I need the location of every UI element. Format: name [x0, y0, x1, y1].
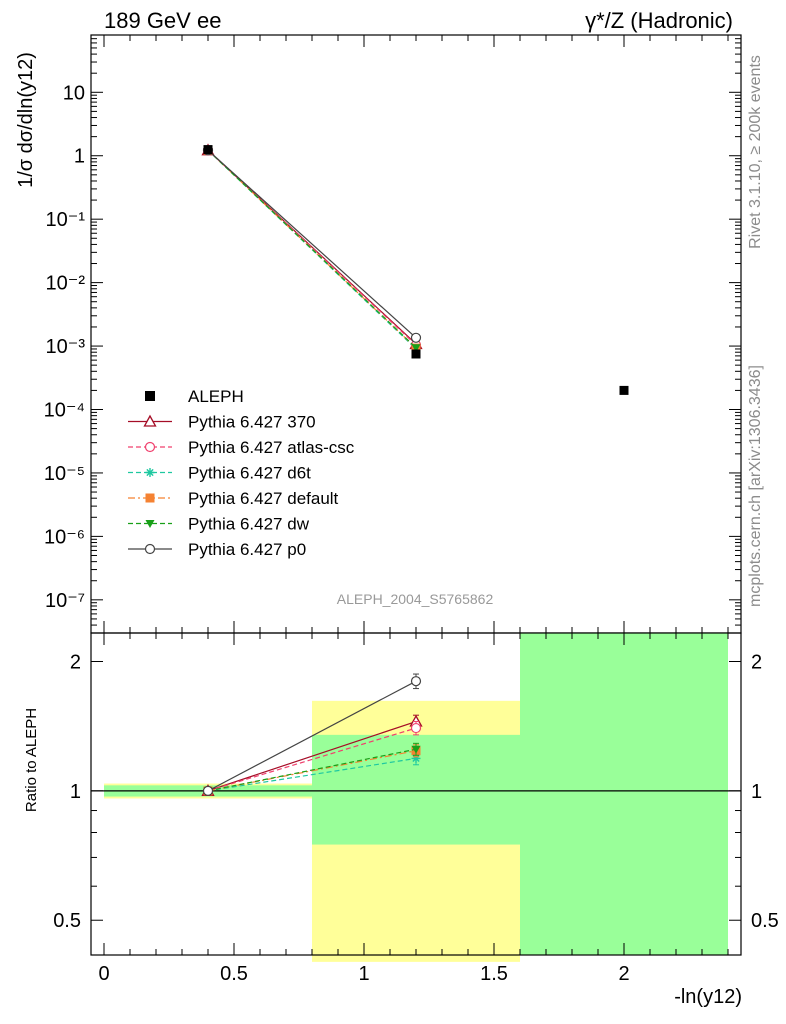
- main-plot-panel: 10⁻⁷ 10⁻⁶ 10⁻⁵ 10⁻⁴ 10⁻³ 10⁻² 10⁻¹ 1 10 1/σ dσ/d…: [15, 34, 742, 634]
- legend-marker-pythia-6-427-atlas-csc: [144, 441, 156, 453]
- legend-marker-pythia-6-427-370: [143, 414, 157, 427]
- ratio-point-pythia-6-427-dw: [411, 745, 421, 754]
- series-point-pythia-6-427-p0: [410, 332, 422, 343]
- main-y-tick-label: 10⁻⁴: [44, 400, 85, 422]
- ratio-line-pythia-6-427-dw: [207, 748, 417, 792]
- legend-marker-pythia-6-427-default: [145, 493, 155, 503]
- data-point-aleph: [203, 145, 213, 155]
- legend-label-pythia-6-427-dw: Pythia 6.427 dw: [188, 515, 310, 534]
- legend-label-aleph: ALEPH: [188, 387, 244, 406]
- x-tick-label: 2: [618, 963, 629, 985]
- ratio-y-tick-label-left: 0.5: [53, 910, 81, 932]
- ratio-y-tick-label-left: 2: [70, 652, 81, 674]
- data-point-aleph: [619, 385, 629, 395]
- main-y-tick-label: 10⁻⁵: [44, 463, 85, 485]
- legend-label-pythia-6-427-p0: Pythia 6.427 p0: [188, 540, 306, 559]
- ratio-line-pythia-6-427-d6t: [207, 757, 417, 792]
- uncertainty-band-green: [520, 633, 728, 955]
- data-point-aleph: [411, 349, 421, 359]
- legend-label-pythia-6-427-default: Pythia 6.427 default: [188, 489, 339, 508]
- legend-marker-pythia-6-427-dw: [145, 520, 155, 528]
- ratio-y-tick-label-right: 1: [751, 781, 762, 803]
- legend: ALEPH Pythia 6.427 370 Pythia 6.427 atlas-…: [128, 387, 355, 559]
- ratio-y-axis-label: Ratio to ALEPH: [23, 708, 40, 812]
- main-y-tick-label: 10⁻²: [46, 273, 86, 295]
- x-tick-label: 1: [358, 963, 369, 985]
- x-axis-label: -ln(y12): [674, 986, 742, 1008]
- ratio-y-tick-label-left: 1: [70, 781, 81, 803]
- legend-marker-aleph: [145, 391, 155, 401]
- header-left-label: 189 GeV ee: [104, 8, 221, 33]
- legend-marker-pythia-6-427-p0: [144, 543, 156, 555]
- x-tick-label: 0: [98, 963, 109, 985]
- series-point-pythia-6-427-dw: [411, 344, 421, 353]
- ratio-y-tick-label-right: 0.5: [751, 910, 779, 932]
- rivet-side-label: Rivet 3.1.10, ≥ 200k events: [747, 55, 764, 249]
- main-y-tick-label: 10⁻⁷: [45, 590, 85, 612]
- watermark-label: ALEPH_2004_S5765862: [337, 591, 494, 607]
- ratio-line-pythia-6-427-p0: [207, 680, 417, 792]
- ratio-point-pythia-6-427-p0: [410, 676, 422, 687]
- main-y-tick-label: 1: [74, 146, 85, 168]
- mcplots-side-label: mcplots.cern.ch [arXiv:1306.3436]: [747, 365, 764, 607]
- main-y-tick-label: 10⁻¹: [46, 209, 86, 231]
- ratio-line-pythia-6-427-atlas-csc: [207, 727, 417, 792]
- legend-marker-pythia-6-427-d6t: [145, 468, 155, 477]
- main-y-tick-label: 10⁻⁶: [44, 526, 85, 548]
- x-tick-label: 1.5: [480, 963, 508, 985]
- ratio-point-pythia-6-427-d6t: [411, 753, 421, 763]
- main-y-tick-label: 10⁻³: [46, 336, 86, 358]
- main-y-tick-label: 10: [63, 82, 85, 104]
- ratio-line-pythia-6-427-370: [207, 720, 417, 792]
- header-right-label: γ*/Z (Hadronic): [585, 8, 733, 33]
- x-tick-label: 0.5: [220, 963, 248, 985]
- series-line-pythia-6-427-dw: [207, 149, 417, 349]
- legend-label-pythia-6-427-atlas-csc: Pythia 6.427 atlas-csc: [188, 438, 355, 457]
- ratio-point-pythia-6-427-atlas-csc: [410, 722, 422, 734]
- legend-label-pythia-6-427-d6t: Pythia 6.427 d6t: [188, 464, 311, 483]
- series-line-pythia-6-427-p0: [207, 149, 417, 339]
- ratio-point-pythia-6-427-p0: [202, 785, 214, 796]
- ratio-y-tick-label-right: 2: [751, 652, 762, 674]
- legend-label-pythia-6-427-370: Pythia 6.427 370: [188, 413, 316, 432]
- ratio-plot-panel: 0.5 0.5 1 1 2 2 0 0.5 1 1.5 2 Ratio to ALEPH -ln(y…: [23, 632, 779, 1008]
- series-line-pythia-6-427-default: [207, 149, 417, 349]
- main-y-axis-label: 1/σ dσ/dln(y12): [15, 52, 37, 188]
